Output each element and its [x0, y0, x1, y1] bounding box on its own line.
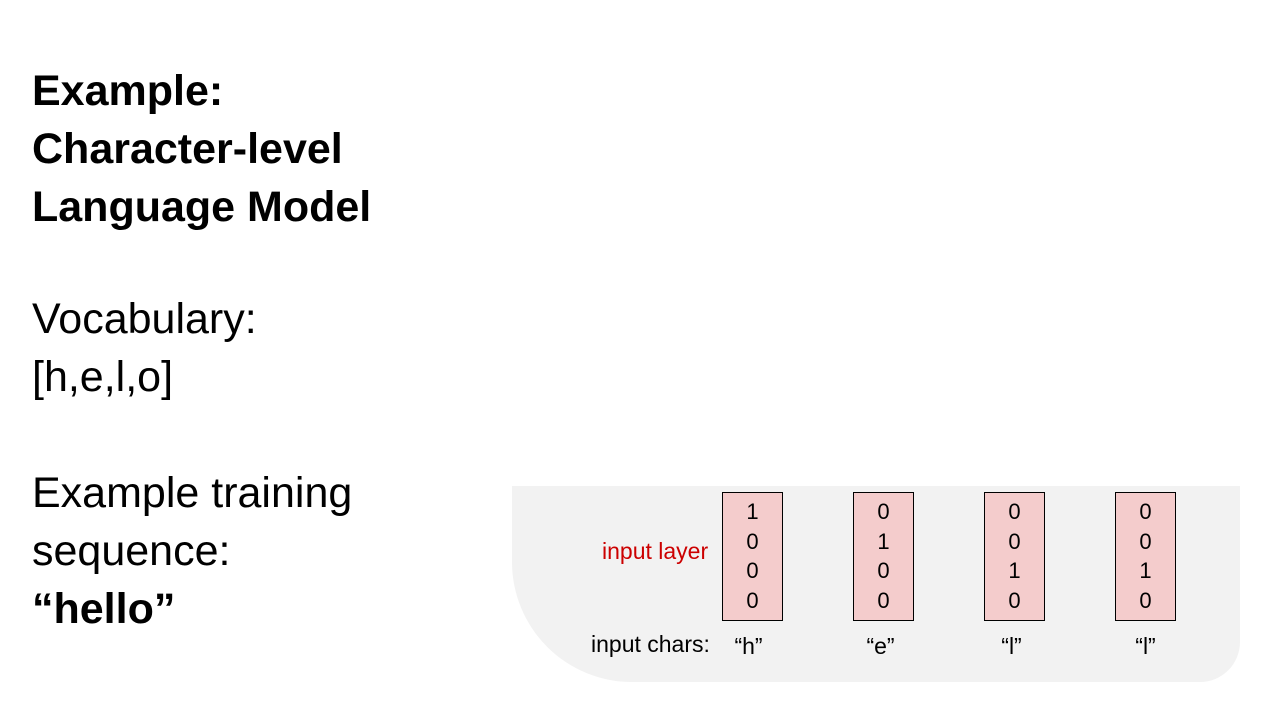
input-char-2: “l” — [1001, 633, 1022, 659]
vector-bit: 1 — [1008, 558, 1021, 584]
vector-bit: 0 — [746, 558, 759, 584]
vector-bit: 0 — [1139, 528, 1152, 554]
title-line-3: Language Model — [32, 183, 372, 231]
title-line-1: Example: — [32, 67, 224, 115]
vector-bit: 0 — [1008, 499, 1021, 525]
input-vector-0: 1 0 0 0 — [722, 492, 783, 621]
vector-bit: 0 — [877, 558, 890, 584]
vocabulary-label: Vocabulary: — [32, 295, 257, 343]
vector-bit: 0 — [877, 499, 890, 525]
vector-bit: 0 — [746, 587, 759, 613]
vector-bit: 1 — [746, 499, 759, 525]
vocabulary-value: [h,e,l,o] — [32, 353, 174, 401]
vector-bit: 0 — [1008, 587, 1021, 613]
training-sequence-block: Example training sequence: “hello” — [32, 464, 352, 638]
input-char-1: “e” — [866, 633, 895, 659]
vector-bit: 1 — [1139, 558, 1152, 584]
vector-bit: 0 — [1139, 587, 1152, 613]
vector-bit: 0 — [1139, 499, 1152, 525]
slide-title: Example: Character-level Language Model — [32, 62, 371, 236]
vector-bit: 0 — [1008, 528, 1021, 554]
input-vector-2: 0 0 1 0 — [984, 492, 1045, 621]
vector-bit: 0 — [746, 528, 759, 554]
input-layer-label: input layer — [602, 538, 709, 564]
training-label-line-1: Example training — [32, 469, 353, 517]
input-chars-label: input chars: — [591, 631, 710, 657]
vector-bit: 0 — [877, 587, 890, 613]
title-line-2: Character-level — [32, 125, 343, 173]
vector-bit: 1 — [877, 528, 890, 554]
input-vector-1: 0 1 0 0 — [853, 492, 914, 621]
input-vector-3: 0 0 1 0 — [1115, 492, 1176, 621]
training-sequence-value: “hello” — [32, 585, 176, 633]
input-char-3: “l” — [1135, 633, 1156, 659]
vocabulary-block: Vocabulary: [h,e,l,o] — [32, 290, 257, 406]
training-label-line-2: sequence: — [32, 527, 231, 575]
input-char-0: “h” — [734, 633, 763, 659]
